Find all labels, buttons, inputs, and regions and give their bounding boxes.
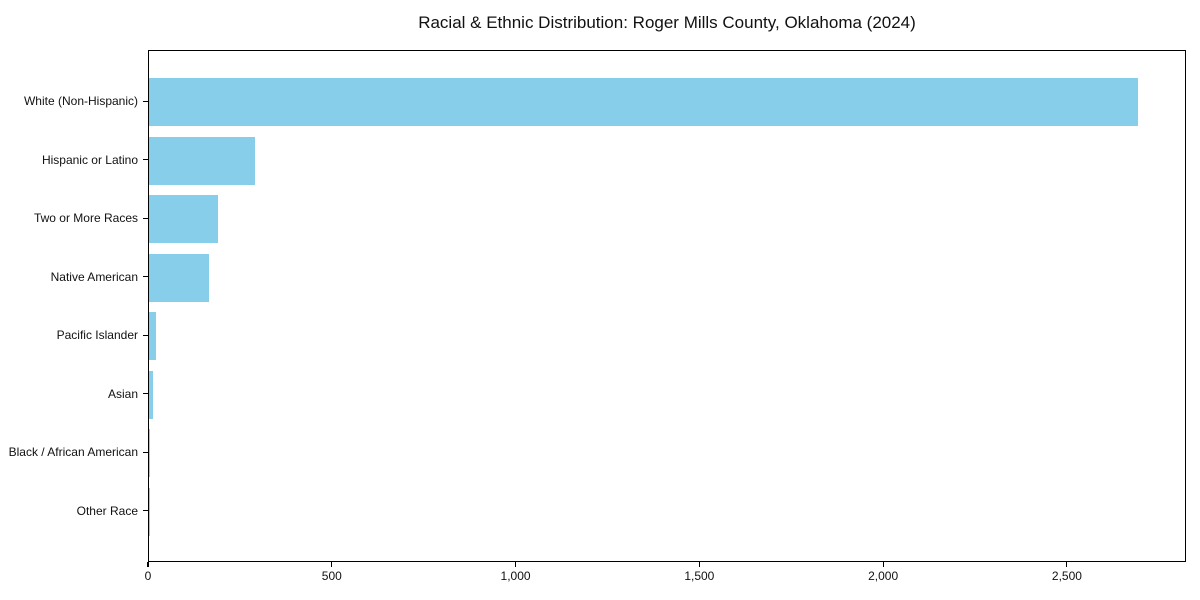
bar-white-non-hispanic- xyxy=(149,78,1138,127)
y-tick-mark xyxy=(143,276,148,278)
y-tick-label: White (Non-Hispanic) xyxy=(23,94,138,109)
bar-native-american xyxy=(149,253,209,302)
x-tick-mark xyxy=(147,562,149,567)
bars-layer xyxy=(149,51,1185,561)
y-tick-mark xyxy=(143,159,148,161)
chart-title: Racial & Ethnic Distribution: Roger Mill… xyxy=(418,13,916,32)
y-tick-label: Black / African American xyxy=(8,445,138,460)
bar-pacific-islander xyxy=(149,312,156,361)
y-tick-mark xyxy=(143,451,148,453)
y-tick-label: Native American xyxy=(50,269,138,284)
y-tick-mark xyxy=(143,100,148,102)
bar-asian xyxy=(149,370,153,419)
x-tick-label: 1,500 xyxy=(684,569,715,583)
y-tick-mark xyxy=(143,393,148,395)
y-tick-label: Asian xyxy=(107,386,138,401)
bar-two-or-more-races xyxy=(149,195,219,244)
y-tick-mark xyxy=(143,510,148,512)
x-tick-mark xyxy=(331,562,333,567)
x-tick-mark xyxy=(1066,562,1068,567)
x-tick-mark xyxy=(698,562,700,567)
y-tick-label: Two or More Races xyxy=(33,211,138,226)
x-tick-label: 2,000 xyxy=(868,569,899,583)
x-tick-label: 1,000 xyxy=(500,569,531,583)
y-tick-label: Other Race xyxy=(76,503,138,518)
y-tick-label: Pacific Islander xyxy=(56,328,138,343)
x-tick-label: 500 xyxy=(321,569,342,583)
x-tick-label: 0 xyxy=(144,569,152,583)
y-tick-label: Hispanic or Latino xyxy=(41,152,138,167)
y-tick-mark xyxy=(143,334,148,336)
y-tick-mark xyxy=(143,217,148,219)
plot-area xyxy=(148,50,1186,562)
bar-hispanic-or-latino xyxy=(149,136,256,185)
bar-black-african-american xyxy=(149,429,150,478)
x-tick-mark xyxy=(514,562,517,567)
x-tick-label: 2,500 xyxy=(1051,569,1082,583)
x-tick-mark xyxy=(882,562,884,567)
